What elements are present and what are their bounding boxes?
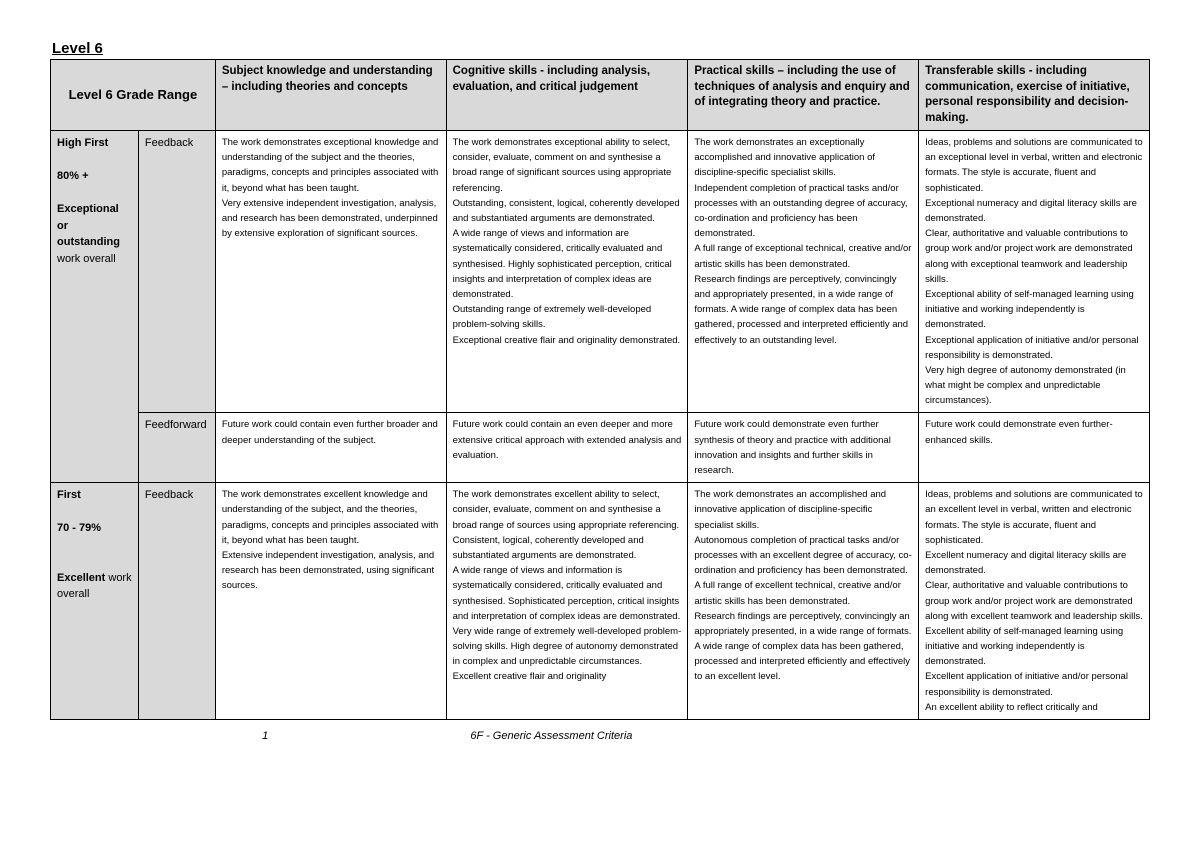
table-row: FeedforwardFuture work could contain eve… (51, 413, 1150, 483)
criteria-cell: The work demonstrates an accomplished an… (688, 483, 919, 720)
col-header: Transferable skills - including communic… (919, 60, 1150, 131)
criteria-cell: Future work could demonstrate even furth… (919, 413, 1150, 483)
page-title: Level 6 (52, 40, 1150, 57)
table-row: First70 - 79%Excellent work overallFeedb… (51, 483, 1150, 720)
col-header: Subject knowledge and understanding – in… (215, 60, 446, 131)
doc-title: 6F - Generic Assessment Criteria (470, 730, 1140, 742)
grade-cell: High First80% +Exceptional or outstandin… (51, 131, 139, 483)
footer: 1 6F - Generic Assessment Criteria (50, 730, 1150, 742)
table-row: High First80% +Exceptional or outstandin… (51, 131, 1150, 413)
feedback-type-cell: Feedback (138, 131, 215, 413)
col-header: Cognitive skills - including analysis, e… (446, 60, 688, 131)
criteria-cell: Future work could contain an even deeper… (446, 413, 688, 483)
criteria-cell: Ideas, problems and solutions are commun… (919, 131, 1150, 413)
criteria-cell: The work demonstrates exceptional knowle… (215, 131, 446, 413)
col-header: Practical skills – including the use of … (688, 60, 919, 131)
criteria-table: Level 6 Grade Range Subject knowledge an… (50, 59, 1150, 720)
criteria-cell: The work demonstrates an exceptionally a… (688, 131, 919, 413)
criteria-cell: The work demonstrates exceptional abilit… (446, 131, 688, 413)
feedback-type-cell: Feedback (138, 483, 215, 720)
criteria-cell: Future work could contain even further b… (215, 413, 446, 483)
grade-cell: First70 - 79%Excellent work overall (51, 483, 139, 720)
header-row: Level 6 Grade Range Subject knowledge an… (51, 60, 1150, 131)
range-header: Level 6 Grade Range (51, 60, 216, 131)
criteria-cell: Ideas, problems and solutions are commun… (919, 483, 1150, 720)
page-number: 1 (60, 730, 470, 742)
criteria-cell: Future work could demonstrate even furth… (688, 413, 919, 483)
feedback-type-cell: Feedforward (138, 413, 215, 483)
criteria-cell: The work demonstrates excellent ability … (446, 483, 688, 720)
criteria-cell: The work demonstrates excellent knowledg… (215, 483, 446, 720)
